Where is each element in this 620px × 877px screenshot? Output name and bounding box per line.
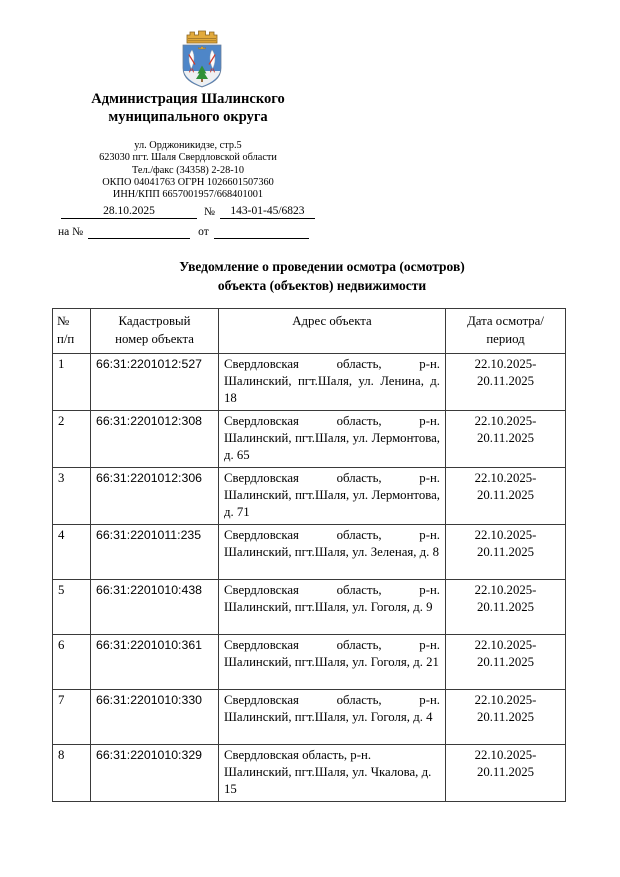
row-number: 7 bbox=[52, 689, 91, 745]
document-title: Уведомление о проведении осмотра (осмотр… bbox=[0, 257, 620, 295]
column-header-num: № п/п bbox=[52, 308, 91, 354]
table-row: 6 66:31:2201010:361 Свердловская область, … bbox=[52, 634, 566, 690]
table-row: 7 66:31:2201010:330 Свердловская область, … bbox=[52, 689, 566, 745]
org-address-block: ул. Орджоникидзе, стр.5 623030 пгт. Шаля … bbox=[8, 140, 368, 201]
object-address: Свердловская область, р-н. Шалинский, пг… bbox=[218, 689, 446, 745]
from-date-blank bbox=[213, 224, 309, 239]
bird-left-icon bbox=[188, 49, 196, 73]
inspection-date: 22.10.2025-20.11.2025 bbox=[445, 467, 566, 525]
mural-crown-icon bbox=[186, 30, 218, 44]
small-crown-icon bbox=[198, 45, 206, 50]
row-number: 5 bbox=[52, 579, 91, 635]
cadastral-number: 66:31:2201010:330 bbox=[90, 689, 219, 745]
cadastral-number: 66:31:2201010:329 bbox=[90, 744, 219, 802]
cadastral-number: 66:31:2201010:438 bbox=[90, 579, 219, 635]
table-row: 3 66:31:2201012:306 Свердловская область, … bbox=[52, 467, 566, 525]
row-number: 4 bbox=[52, 524, 91, 580]
object-address: Свердловская область, р-н. Шалинский, пг… bbox=[218, 634, 446, 690]
coat-of-arms-icon bbox=[182, 30, 222, 88]
column-header-date: Дата осмотра/период bbox=[445, 308, 566, 354]
object-address: Свердловская область, р-н. Шалинский, пг… bbox=[218, 524, 446, 580]
column-header-address: Адрес объекта bbox=[218, 308, 446, 354]
table-row: 5 66:31:2201010:438 Свердловская область, … bbox=[52, 579, 566, 635]
object-address: Свердловская область, р-н. Шалинский, пг… bbox=[218, 410, 446, 468]
ref-row-date: 28.10.2025 № 143-01-45/6823 bbox=[58, 204, 378, 224]
inspection-date: 22.10.2025-20.11.2025 bbox=[445, 579, 566, 635]
ref-row-reply: на № от bbox=[58, 224, 378, 244]
objects-table: № п/п Кадастровый номер объекта Адрес объект… bbox=[52, 308, 566, 802]
bird-right-icon bbox=[208, 49, 216, 73]
object-address: Свердловская область, р-н. Шалинский, пг… bbox=[218, 579, 446, 635]
object-address: Свердловская область, р-н. Шалинский, пг… bbox=[218, 467, 446, 525]
from-label: от bbox=[198, 226, 209, 238]
inspection-date: 22.10.2025-20.11.2025 bbox=[445, 689, 566, 745]
row-number: 2 bbox=[52, 410, 91, 468]
column-header-cadastral: Кадастровый номер объекта bbox=[90, 308, 219, 354]
row-number: 6 bbox=[52, 634, 91, 690]
table-row: 1 66:31:2201012:527 Свердловская область, … bbox=[52, 353, 566, 411]
table-row: 2 66:31:2201012:308 Свердловская область, … bbox=[52, 410, 566, 468]
object-address: Свердловская область, р-н. Шалинский, пг… bbox=[218, 353, 446, 411]
letterhead: Администрация Шалинского муниципального … bbox=[8, 30, 368, 201]
doc-date: 28.10.2025 bbox=[61, 204, 197, 219]
org-name-line-1: Администрация Шалинского bbox=[91, 91, 285, 107]
fir-tree-icon bbox=[196, 65, 208, 82]
cadastral-number: 66:31:2201012:527 bbox=[90, 353, 219, 411]
table-row: 8 66:31:2201010:329 Свердловская область, … bbox=[52, 744, 566, 802]
inspection-date: 22.10.2025-20.11.2025 bbox=[445, 634, 566, 690]
cadastral-number: 66:31:2201011:235 bbox=[90, 524, 219, 580]
document-title-line-2: объекта (объектов) недвижимости bbox=[217, 278, 427, 293]
table-row: 4 66:31:2201011:235 Свердловская область, … bbox=[52, 524, 566, 580]
cadastral-number: 66:31:2201012:306 bbox=[90, 467, 219, 525]
table-header-row: № п/п Кадастровый номер объекта Адрес объект… bbox=[52, 308, 566, 354]
org-address-line: ОКПО 04041763 ОГРН 1026601507360 bbox=[102, 176, 274, 188]
reply-to-label: на № bbox=[58, 226, 84, 238]
org-address-line: Тел./факс (34358) 2-28-10 bbox=[132, 164, 244, 176]
row-number: 8 bbox=[52, 744, 91, 802]
reference-block: 28.10.2025 № 143-01-45/6823 на № от bbox=[58, 204, 378, 244]
inspection-date: 22.10.2025-20.11.2025 bbox=[445, 410, 566, 468]
cadastral-number: 66:31:2201010:361 bbox=[90, 634, 219, 690]
org-name-line-2: муниципального округа bbox=[108, 108, 268, 125]
reply-to-number-blank bbox=[88, 224, 191, 239]
cadastral-number: 66:31:2201012:308 bbox=[90, 410, 219, 468]
inspection-date: 22.10.2025-20.11.2025 bbox=[445, 524, 566, 580]
org-address-line: ул. Орджоникидзе, стр.5 bbox=[134, 140, 242, 151]
org-address-line: ИНН/КПП 6657001957/668401001 bbox=[112, 189, 264, 201]
inspection-date: 22.10.2025-20.11.2025 bbox=[445, 353, 566, 411]
number-sign: № bbox=[204, 206, 215, 218]
object-address: Свердловская область, р-н. Шалинский, пг… bbox=[218, 744, 446, 802]
row-number: 3 bbox=[52, 467, 91, 525]
doc-number: 143-01-45/6823 bbox=[219, 204, 315, 219]
document-title-line-1: Уведомление о проведении осмотра (осмотр… bbox=[179, 259, 465, 274]
org-address-line: 623030 пгт. Шаля Свердловской области bbox=[99, 152, 277, 164]
inspection-date: 22.10.2025-20.11.2025 bbox=[445, 744, 566, 802]
table-body: 1 66:31:2201012:527 Свердловская область, … bbox=[52, 353, 566, 802]
row-number: 1 bbox=[52, 353, 91, 411]
